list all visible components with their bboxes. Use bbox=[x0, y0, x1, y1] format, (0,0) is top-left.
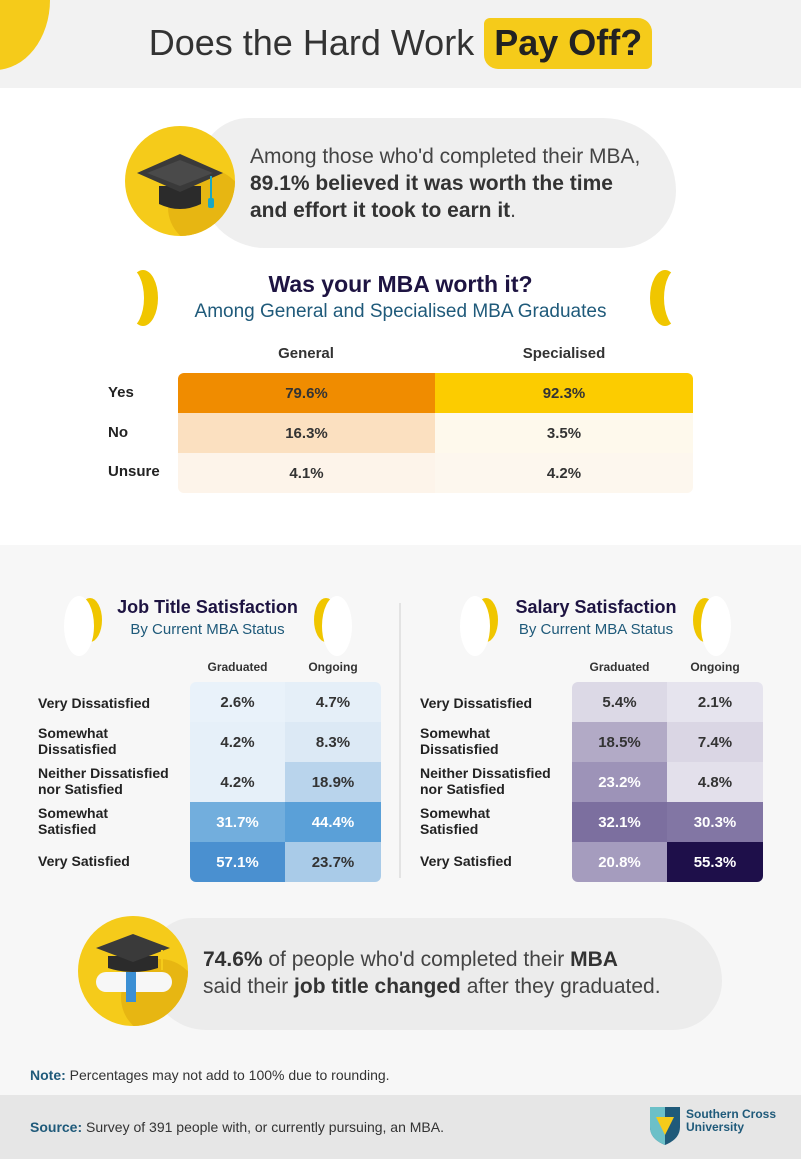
chart-1-title: Was your MBA worth it? bbox=[268, 271, 533, 297]
stat-bubble-2 bbox=[150, 918, 722, 1030]
job-row-label: Very Dissatisfied bbox=[38, 695, 151, 711]
salary-cell: 30.3% bbox=[667, 802, 763, 842]
university-logo-text: Southern Cross University bbox=[686, 1108, 776, 1134]
job-right-crescent-icon bbox=[314, 596, 352, 656]
stat-1-bold: 89.1% believed it was worth the time and… bbox=[250, 172, 613, 222]
job-row-label: Somewhat Dissatisfied bbox=[38, 725, 117, 757]
note-label: Note: bbox=[30, 1067, 66, 1083]
stat-2-text-a: of people who'd completed their bbox=[262, 948, 571, 971]
salary-row-label: Somewhat Dissatisfied bbox=[420, 725, 499, 757]
job-title-chart-title: Job Title Satisfaction bbox=[117, 597, 298, 617]
salary-cell: 23.2% bbox=[572, 762, 667, 802]
stat-2-text-c: after they graduated. bbox=[460, 975, 661, 998]
salary-row-label: Somewhat Satisfied bbox=[420, 805, 491, 837]
job-cell: 18.9% bbox=[285, 762, 381, 802]
job-cell: 57.1% bbox=[190, 842, 285, 882]
chart-1-row-yes: Yes bbox=[108, 384, 134, 401]
job-col-ongoing: Ongoing bbox=[308, 660, 358, 674]
salary-col-graduated: Graduated bbox=[589, 660, 650, 674]
job-cell: 4.2% bbox=[190, 762, 285, 802]
salary-col-ongoing: Ongoing bbox=[690, 660, 740, 674]
source-label: Source: bbox=[30, 1119, 83, 1135]
chart-1-cell: 79.6% bbox=[178, 373, 435, 413]
job-cell: 2.6% bbox=[190, 682, 285, 722]
chart-1-cell: 4.2% bbox=[435, 453, 693, 493]
job-cell: 4.2% bbox=[190, 722, 285, 762]
chart-1-row-no: No bbox=[108, 424, 128, 441]
salary-cell: 7.4% bbox=[667, 722, 763, 762]
job-cell: 44.4% bbox=[285, 802, 381, 842]
page-title: Does the Hard Work Pay Off? bbox=[0, 18, 801, 69]
salary-cell: 18.5% bbox=[572, 722, 667, 762]
salary-cell: 55.3% bbox=[667, 842, 763, 882]
logo-line-2: University bbox=[686, 1120, 745, 1134]
job-title-chart-subtitle: By Current MBA Status bbox=[130, 621, 285, 638]
header: Does the Hard Work Pay Off? bbox=[0, 0, 801, 88]
salary-left-crescent-icon bbox=[460, 596, 498, 656]
salary-row-label: Very Dissatisfied bbox=[420, 695, 533, 711]
stat-2-bold-b: job title changed bbox=[294, 975, 461, 998]
stat-2-bold-a: MBA bbox=[570, 948, 618, 971]
salary-row-label: Very Satisfied bbox=[420, 853, 512, 869]
job-cell: 8.3% bbox=[285, 722, 381, 762]
chart-1-subtitle: Among General and Specialised MBA Gradua… bbox=[194, 301, 607, 322]
stat-2-text: 74.6% of people who'd completed their MB… bbox=[203, 946, 703, 1000]
logo-line-1: Southern Cross bbox=[686, 1107, 777, 1121]
footnote: Note: Percentages may not add to 100% du… bbox=[30, 1067, 390, 1083]
chart-1-cell: 3.5% bbox=[435, 413, 693, 453]
right-crescent-icon bbox=[650, 268, 694, 328]
left-crescent-icon bbox=[114, 268, 158, 328]
stat-2-text-b: said their bbox=[203, 975, 295, 998]
shield-logo-icon bbox=[650, 1107, 680, 1145]
source-text: Survey of 391 people with, or currently … bbox=[82, 1119, 444, 1135]
stat-bubble-1 bbox=[200, 118, 676, 248]
chart-1-row-unsure: Unsure bbox=[108, 463, 160, 480]
salary-right-crescent-icon bbox=[693, 596, 731, 656]
graduation-cap-icon bbox=[125, 126, 235, 236]
stat-2-pct: 74.6% bbox=[203, 948, 263, 971]
chart-1-cell: 92.3% bbox=[435, 373, 693, 413]
stat-1-text: Among those who'd completed their MBA, 8… bbox=[250, 143, 650, 224]
job-row-label: Somewhat Satisfied bbox=[38, 805, 109, 837]
job-col-graduated: Graduated bbox=[207, 660, 268, 674]
stat-1-text-a: Among those who'd completed their MBA, bbox=[250, 145, 641, 168]
job-left-crescent-icon bbox=[64, 596, 102, 656]
note-text: Percentages may not add to 100% due to r… bbox=[65, 1067, 390, 1083]
job-row-label: Very Satisfied bbox=[38, 853, 130, 869]
salary-cell: 2.1% bbox=[667, 682, 763, 722]
chart-1-cell: 16.3% bbox=[178, 413, 435, 453]
salary-cell: 5.4% bbox=[572, 682, 667, 722]
salary-chart-subtitle: By Current MBA Status bbox=[518, 621, 674, 638]
salary-cell: 32.1% bbox=[572, 802, 667, 842]
chart-1-cell: 4.1% bbox=[178, 453, 435, 493]
salary-cell: 4.8% bbox=[667, 762, 763, 802]
job-cell: 4.7% bbox=[285, 682, 381, 722]
page-title-plain: Does the Hard Work bbox=[148, 22, 475, 63]
job-cell: 23.7% bbox=[285, 842, 381, 882]
diploma-cap-icon bbox=[78, 916, 188, 1026]
section-divider bbox=[399, 603, 401, 878]
chart-1-col-general: General bbox=[278, 345, 334, 362]
source-line: Source: Survey of 391 people with, or cu… bbox=[30, 1119, 444, 1135]
salary-chart-title: Salary Satisfaction bbox=[515, 597, 677, 617]
salary-row-label: Neither Dissatisfied nor Satisfied bbox=[420, 765, 551, 797]
salary-cell: 20.8% bbox=[572, 842, 667, 882]
job-row-label: Neither Dissatisfied nor Satisfied bbox=[38, 765, 169, 797]
chart-1-col-specialised: Specialised bbox=[522, 345, 606, 362]
stat-1-end: . bbox=[510, 199, 517, 222]
job-cell: 31.7% bbox=[190, 802, 285, 842]
page-title-highlight: Pay Off? bbox=[484, 18, 653, 69]
